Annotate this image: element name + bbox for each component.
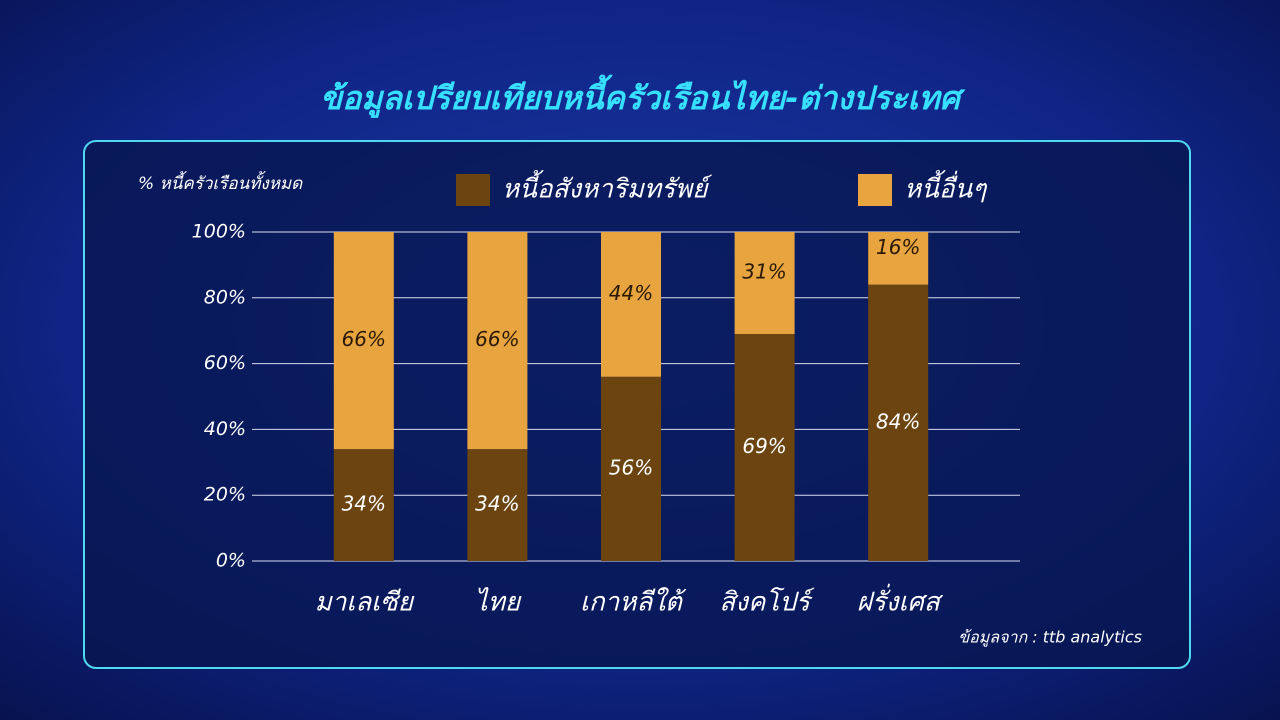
y-tick-label: 80%	[204, 286, 246, 308]
value-label: 16%	[876, 235, 920, 259]
x-tick-label: สิงคโปร์	[719, 587, 814, 618]
bar-segment	[601, 376, 661, 561]
bar-segment	[734, 232, 795, 334]
value-label: 31%	[742, 259, 786, 283]
bar-segment	[868, 232, 929, 285]
y-tick-label: 60%	[204, 352, 246, 374]
value-label: 66%	[475, 327, 519, 351]
chart-title: ข้อมูลเปรียบเทียบหนี้ครัวเรือนไทย-ต่างปร…	[320, 74, 965, 118]
value-label: 56%	[609, 455, 653, 479]
bar-segment	[467, 449, 528, 561]
y-tick-label: 20%	[204, 484, 246, 506]
bar-segment	[868, 284, 929, 561]
bar-segment	[467, 232, 528, 450]
legend-label: หนี้อสังหาริมทรัพย์	[502, 170, 712, 205]
bar-segment	[333, 232, 394, 450]
value-label: 34%	[475, 492, 519, 516]
legend-label: หนี้อื่นๆ	[904, 170, 987, 205]
x-tick-label: เกาหลีใต้	[580, 587, 687, 618]
source-note: ข้อมูลจาก : ttb analytics	[958, 628, 1142, 648]
value-label: 66%	[342, 327, 386, 351]
y-axis-label: % หนี้ครัวเรือนทั้งหมด	[138, 170, 303, 194]
legend-swatch	[456, 174, 490, 206]
y-tick-label: 0%	[216, 550, 246, 572]
value-label: 34%	[342, 492, 386, 516]
value-label: 44%	[609, 281, 653, 305]
bar-segment	[333, 449, 394, 561]
value-label: 69%	[742, 434, 786, 458]
bar-segment	[601, 232, 661, 377]
y-tick-label: 100%	[192, 221, 246, 243]
x-tick-label: มาเลเซีย	[315, 588, 415, 618]
legend-swatch	[858, 174, 892, 206]
x-tick-label: ไทย	[475, 587, 522, 618]
bar-segment	[734, 333, 795, 561]
value-label: 84%	[876, 409, 920, 433]
x-tick-label: ฝรั่งเศส	[857, 584, 944, 618]
y-tick-label: 40%	[204, 418, 246, 440]
